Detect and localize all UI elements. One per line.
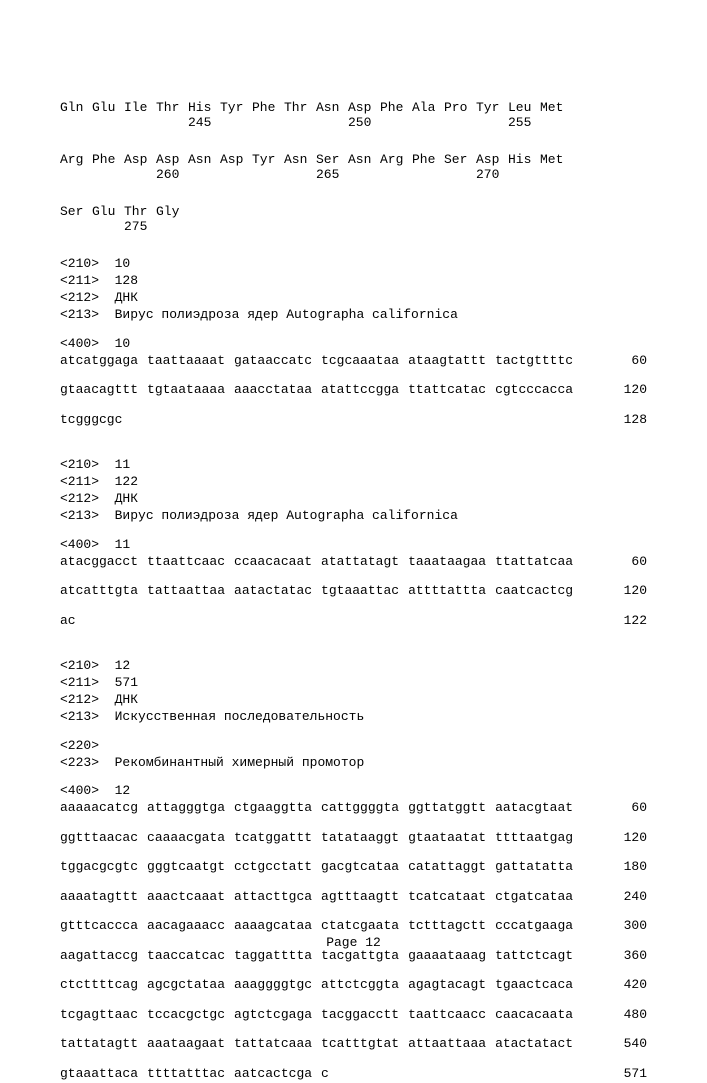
seq-row: atacggacctttaattcaacccaacacaatatattatagt… — [60, 552, 647, 572]
protein-num-row: 260265270 — [60, 167, 647, 182]
seq-row: atcatggagataattaaaatgataaccatctcgcaaataa… — [60, 351, 647, 371]
page-number: Page 12 — [0, 935, 707, 950]
protein-aa-row: SerGluThrGly — [60, 204, 647, 219]
protein-num-row: 245250255 — [60, 115, 647, 130]
seq10-header: <210> 10 <211> 128 <212> ДНК <213> Вирус… — [60, 256, 647, 324]
seq10-400: <400> 10 — [60, 336, 647, 351]
protein-aa-row: GlnGluIleThrHisTyrPheThrAsnAspPheAlaProT… — [60, 100, 647, 115]
seq-row: gtaaattacattttatttacaatcactcgac571 — [60, 1064, 647, 1083]
seq-row: gtaacagttttgtaataaaaaaacctataaatattccgga… — [60, 380, 647, 400]
seq11-400: <400> 11 — [60, 537, 647, 552]
sequence-listing-page: GlnGluIleThrHisTyrPheThrAsnAspPheAlaProT… — [0, 0, 707, 1000]
seq-row: tcgggcgc 128 — [60, 410, 647, 430]
seq-row: ac 122 — [60, 611, 647, 631]
seq-row: gtttcacccaaacagaaaccaaaagcataactatcgaata… — [60, 916, 647, 936]
protein-aa-row: ArgPheAspAspAsnAspTyrAsnSerAsnArgPheSerA… — [60, 152, 647, 167]
seq-row: ggtttaacaccaaaacgatatcatggattttatataaggt… — [60, 828, 647, 848]
protein-block-1: GlnGluIleThrHisTyrPheThrAsnAspPheAlaProT… — [60, 100, 647, 130]
protein-block-2: ArgPheAspAspAsnAspTyrAsnSerAsnArgPheSerA… — [60, 152, 647, 182]
seq-row: tggacgcgtcgggtcaatgtcctgcctattgacgtcataa… — [60, 857, 647, 877]
seq-row: aaaaacatcgattagggtgactgaaggttacattggggta… — [60, 798, 647, 818]
protein-block-3: SerGluThrGly 275 — [60, 204, 647, 234]
seq12-400: <400> 12 — [60, 783, 647, 798]
seq12-header: <210> 12 <211> 571 <212> ДНК <213> Искус… — [60, 658, 647, 726]
seq-row: tattatagttaaataagaattattatcaaatcatttgtat… — [60, 1034, 647, 1054]
protein-num-row: 275 — [60, 219, 647, 234]
seq12-feature: <220> <223> Рекомбинантный химерный пром… — [60, 738, 647, 772]
seq-row: tcgagttaactccacgctgcagtctcgagatacggacctt… — [60, 1005, 647, 1025]
seq-row: ctcttttcagagcgctataaaaaggggtgcattctcggta… — [60, 975, 647, 995]
seq-row: atcatttgtatattaattaaaatactatactgtaaattac… — [60, 581, 647, 601]
seq11-header: <210> 11 <211> 122 <212> ДНК <213> Вирус… — [60, 457, 647, 525]
seq-row: aaaatagtttaaactcaaatattacttgcaagtttaagtt… — [60, 887, 647, 907]
